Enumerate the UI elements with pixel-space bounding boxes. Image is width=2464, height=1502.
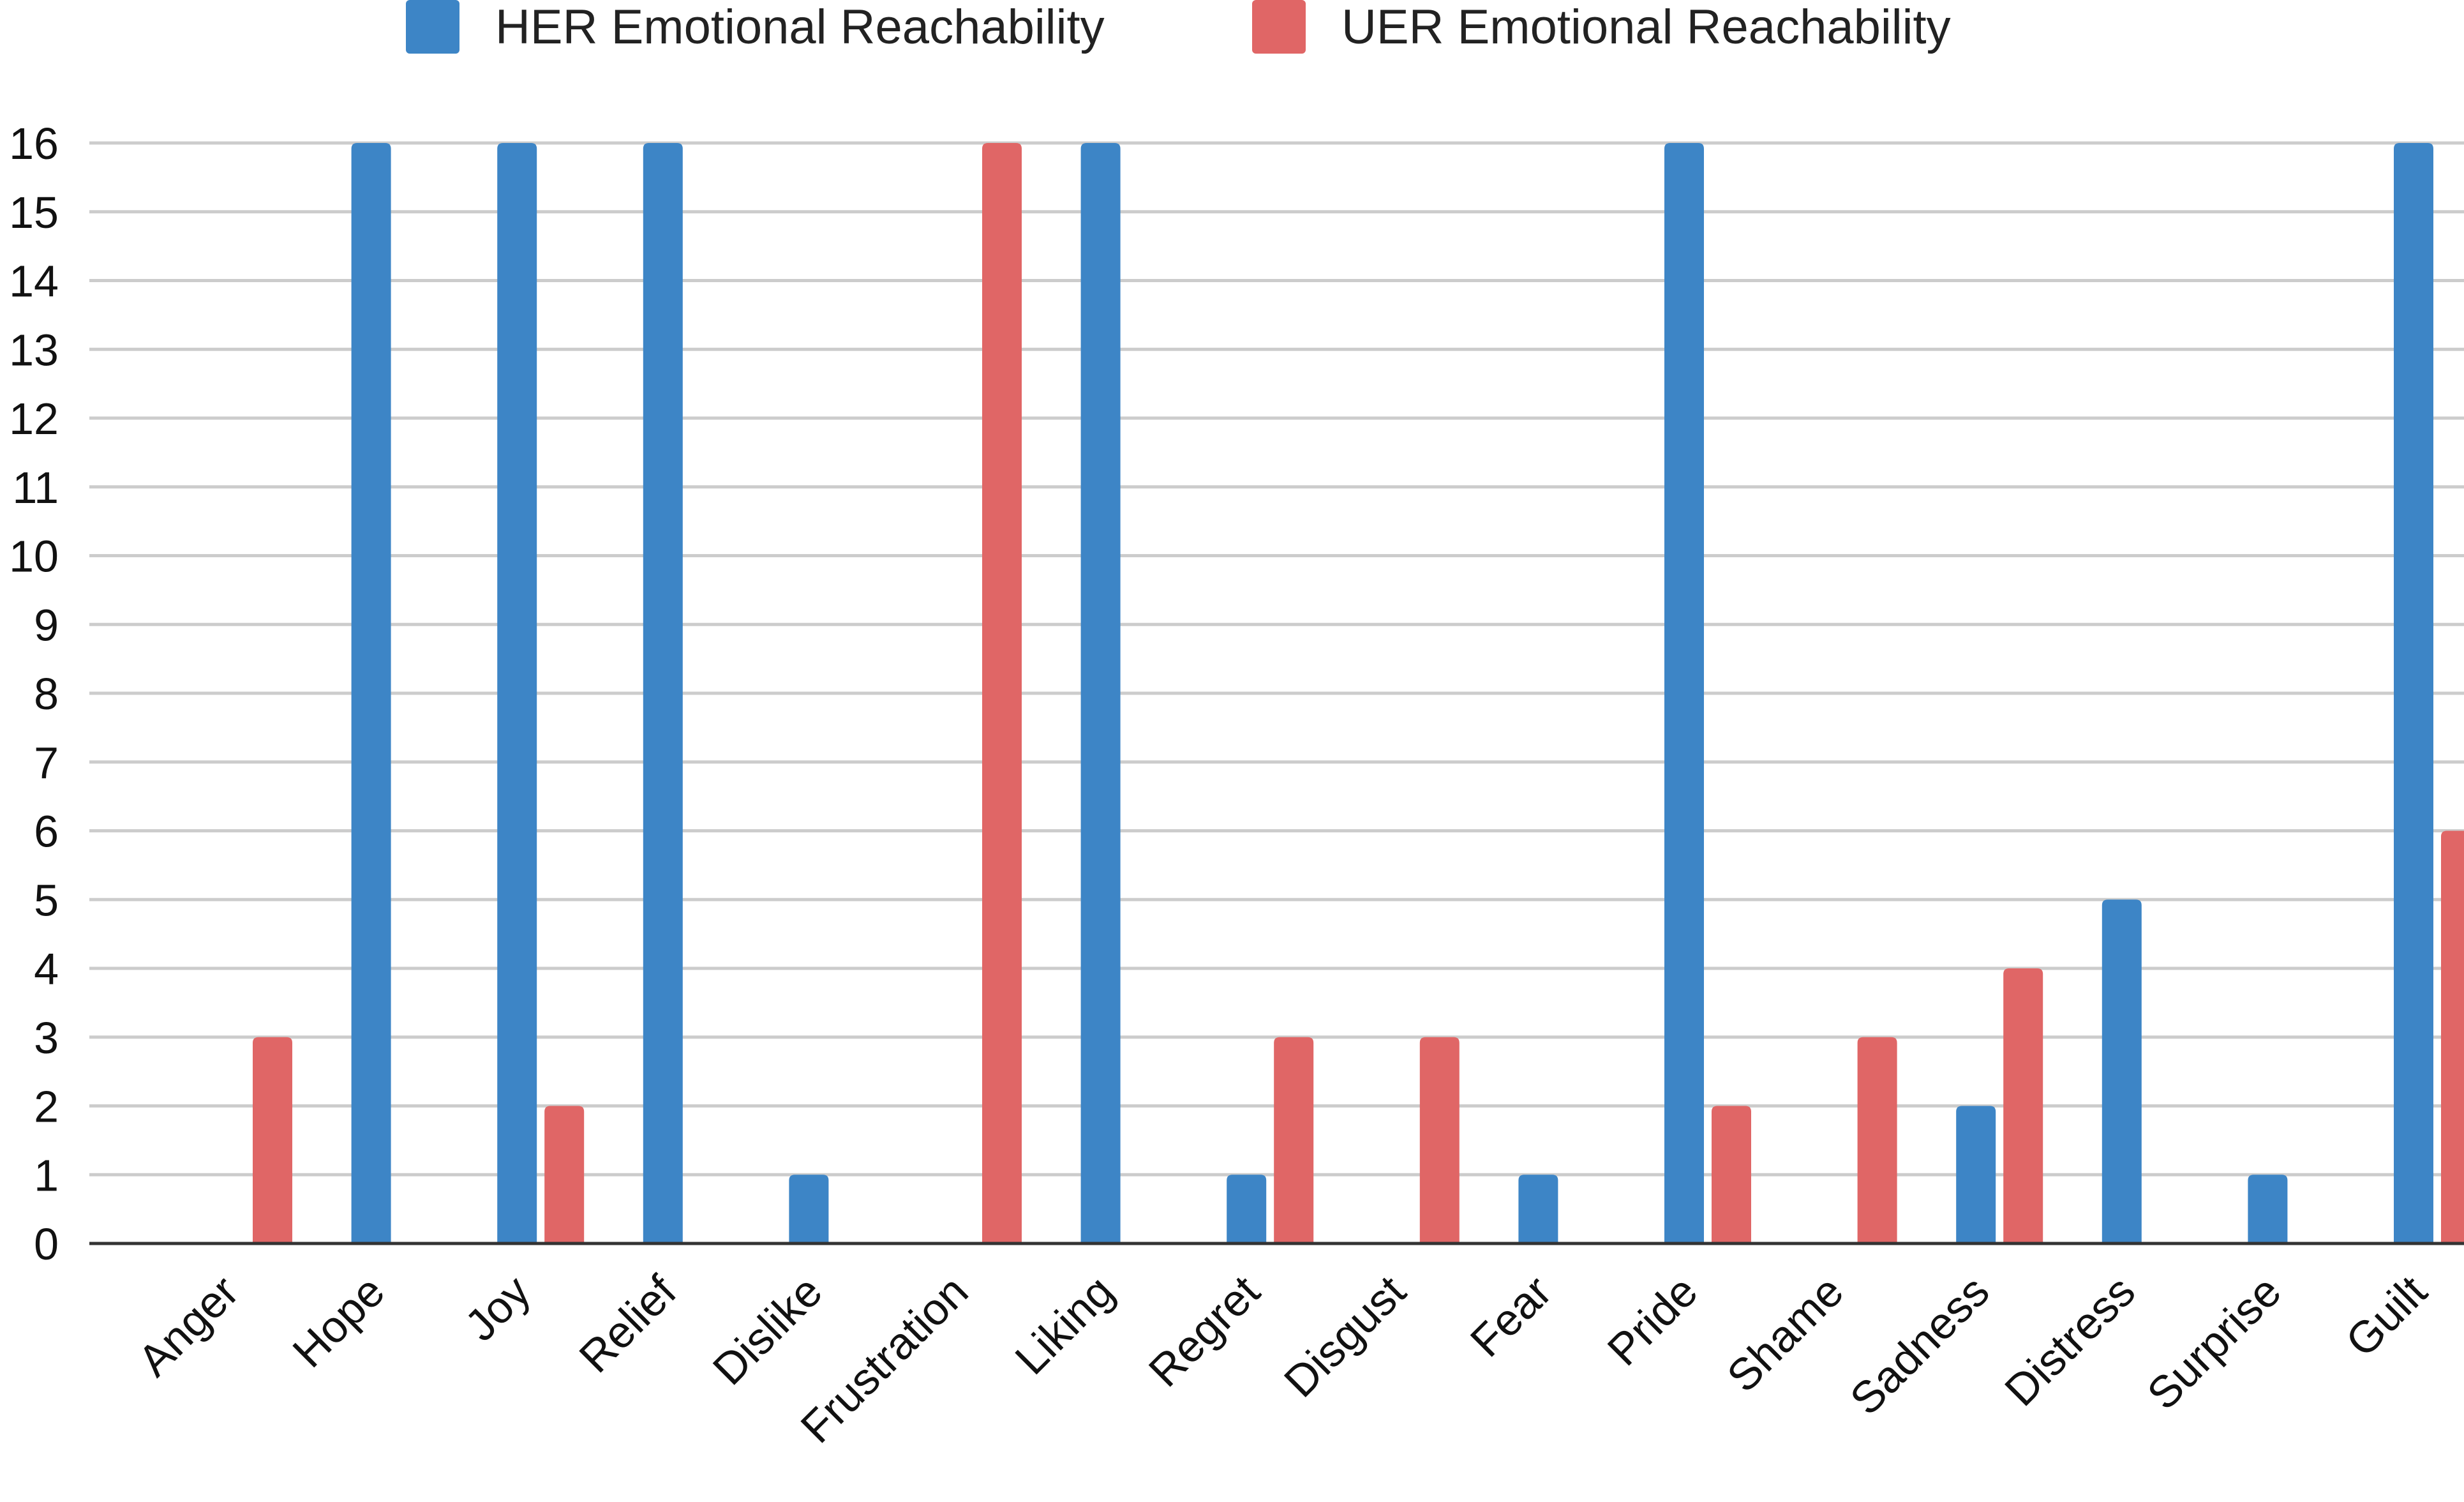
bar-her-dislike <box>789 1175 829 1243</box>
x-category-label-relief: Relief <box>570 1266 686 1382</box>
bar-uer-guilt <box>2441 830 2464 1243</box>
bar-uer-anger <box>253 1037 292 1243</box>
bar-her-distress <box>2102 899 2142 1243</box>
y-tick-label-4: 4 <box>34 944 59 994</box>
x-category-label-distress: Distress <box>1995 1266 2144 1415</box>
bar-her-guilt <box>2394 143 2433 1243</box>
y-tick-label-11: 11 <box>12 463 59 513</box>
y-tick-label-5: 5 <box>34 875 59 925</box>
bar-her-liking <box>1080 143 1121 1243</box>
y-tick-label-0: 0 <box>34 1219 59 1269</box>
grid-lines <box>89 141 2464 1176</box>
legend-swatch-uer <box>1252 0 1306 54</box>
bar-uer-sadness <box>2003 968 2043 1243</box>
bar-her-hope <box>351 143 391 1243</box>
x-category-label-disgust: Disgust <box>1274 1266 1415 1406</box>
legend-swatch-her <box>406 0 459 54</box>
y-tick-label-16: 16 <box>9 119 59 169</box>
bar-her-relief <box>643 143 683 1243</box>
x-category-label-dislike: Dislike <box>703 1266 832 1394</box>
bar-her-fear <box>1518 1175 1558 1243</box>
y-tick-label-15: 15 <box>9 188 59 237</box>
bar-uer-disgust <box>1419 1037 1460 1243</box>
bar-uer-joy <box>544 1106 585 1243</box>
x-category-label-sadness: Sadness <box>1841 1266 1999 1424</box>
legend-label-uer: UER Emotional Reachability <box>1341 0 1951 54</box>
bar-uer-pride <box>1712 1106 1751 1243</box>
x-category-label-shame: Shame <box>1717 1266 1853 1401</box>
x-category-label-surprise: Surprise <box>2138 1266 2290 1418</box>
x-category-label-anger: Anger <box>128 1266 248 1385</box>
bar-her-pride <box>1664 143 1704 1243</box>
bars <box>253 143 2464 1243</box>
y-tick-label-6: 6 <box>34 807 59 857</box>
y-tick-label-12: 12 <box>9 394 59 444</box>
bar-uer-regret <box>1274 1037 1314 1243</box>
bar-uer-frustration <box>982 143 1022 1243</box>
x-category-label-guilt: Guilt <box>2336 1266 2437 1366</box>
y-tick-label-8: 8 <box>34 669 59 719</box>
x-category-label-liking: Liking <box>1006 1266 1123 1383</box>
legend: HER Emotional Reachability UER Emotional… <box>406 0 1951 54</box>
y-tick-label-1: 1 <box>34 1150 59 1200</box>
y-tick-label-14: 14 <box>9 257 59 306</box>
y-tick-label-10: 10 <box>9 532 59 582</box>
x-category-label-hope: Hope <box>283 1266 394 1376</box>
bar-uer-shame <box>1857 1037 1897 1243</box>
legend-label-her: HER Emotional Reachability <box>495 0 1105 54</box>
bar-her-surprise <box>2248 1175 2288 1243</box>
y-tick-label-3: 3 <box>34 1013 59 1063</box>
y-tick-label-2: 2 <box>34 1082 59 1132</box>
bar-her-regret <box>1227 1175 1267 1243</box>
x-category-label-regret: Regret <box>1139 1266 1269 1396</box>
bar-her-joy <box>497 143 537 1243</box>
x-category-label-fear: Fear <box>1461 1266 1561 1366</box>
y-tick-label-7: 7 <box>34 738 59 788</box>
y-tick-label-13: 13 <box>9 325 59 375</box>
x-category-label-pride: Pride <box>1598 1266 1707 1375</box>
x-category-label-joy: Joy <box>456 1266 540 1350</box>
y-tick-label-9: 9 <box>34 600 59 650</box>
bar-her-sadness <box>1956 1106 1996 1243</box>
